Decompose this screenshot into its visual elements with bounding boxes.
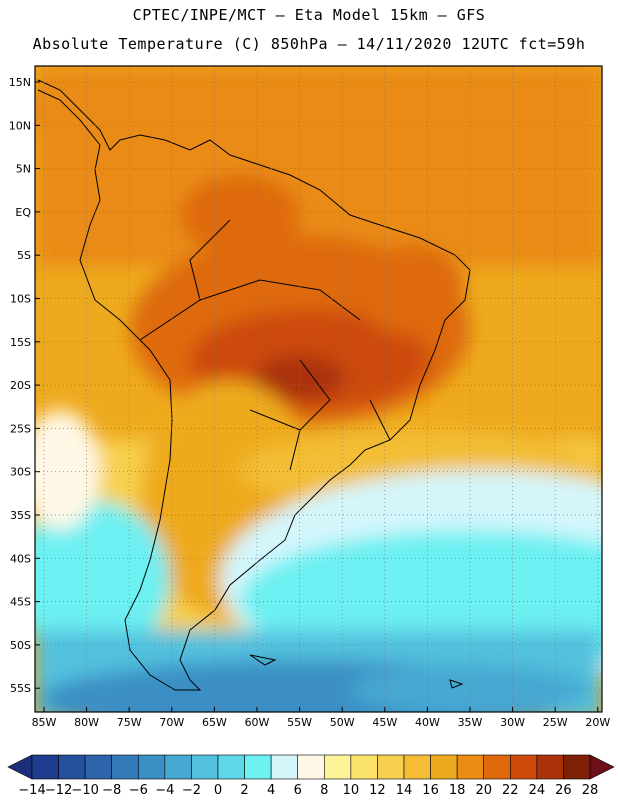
lat-label: 45S: [10, 596, 31, 609]
lat-label: 15N: [9, 76, 31, 89]
colorbar-tick-label: 6: [294, 783, 302, 798]
colorbar-tick-label: −8: [102, 783, 121, 798]
lon-label: 25W: [543, 716, 568, 729]
title-line-1: CPTEC/INPE/MCT – Eta Model 15km – GFS: [132, 6, 486, 24]
colorbar-segment: [217, 754, 245, 780]
lat-label: 55S: [10, 682, 31, 695]
lat-label: EQ: [15, 206, 31, 219]
colorbar-tick-label: −2: [182, 783, 201, 798]
colorbar-segment: [377, 754, 405, 780]
colorbar-segment: [509, 754, 538, 780]
colorbar-tick-label: 20: [475, 783, 492, 798]
lon-label: 35W: [458, 716, 483, 729]
colorbar-segment: [270, 754, 299, 780]
colorbar-labels: −14 −12 −10 −8 −6 −4 −2 0 2 4 6 8 10 12 14 16 18 20 22 24 26…: [18, 783, 598, 798]
colorbar-tick-label: 8: [320, 783, 328, 798]
lat-label: 10S: [10, 293, 31, 306]
temperature-field: [35, 66, 602, 712]
lat-label: 30S: [10, 466, 31, 479]
colorbar-segment: [350, 754, 378, 780]
lon-label: 75W: [117, 716, 142, 729]
colorbar-segment: [31, 754, 59, 780]
colorbar-tick-label: 22: [502, 783, 519, 798]
lon-label: 50W: [330, 716, 355, 729]
lon-label: 85W: [32, 716, 57, 729]
colorbar-segment: [483, 754, 511, 780]
colorbar-tick-label: 10: [343, 783, 360, 798]
lon-label: 45W: [372, 716, 397, 729]
colorbar-tick-label: 18: [449, 783, 466, 798]
map-frame: [34, 65, 603, 713]
colorbar-tick-label: 16: [422, 783, 439, 798]
latitude-labels: 15N 10N 5N EQ 5S 10S 15S 20S 25S 30S 35S 40S 45S 50S 5…: [9, 76, 40, 695]
colorbar-segment: [536, 754, 564, 780]
lat-label: 35S: [10, 509, 31, 522]
lat-label: 5N: [16, 163, 31, 176]
colorbar-tick-label: 2: [240, 783, 248, 798]
colorbar-tick-label: −10: [71, 783, 98, 798]
lat-label: 5S: [17, 249, 31, 262]
lon-label: 65W: [202, 716, 227, 729]
colorbar-segment: [563, 754, 591, 780]
lon-label: 60W: [245, 716, 270, 729]
colorbar-high-arrow: [589, 754, 615, 780]
colorbar-segment: [58, 754, 86, 780]
lon-label: 70W: [159, 716, 184, 729]
colorbar-segment: [244, 754, 272, 780]
lat-label: 20S: [10, 379, 31, 392]
colorbar-tick-label: 4: [267, 783, 275, 798]
colorbar-segment: [164, 754, 192, 780]
lon-label: 30W: [500, 716, 525, 729]
lat-label: 25S: [10, 422, 31, 435]
lon-label: 20W: [585, 716, 610, 729]
colorbar-segment: [430, 754, 458, 780]
lat-label: 10N: [9, 119, 31, 132]
lon-label: 80W: [74, 716, 99, 729]
title-line-2: Absolute Temperature (C) 850hPa – 14/11/…: [32, 35, 586, 53]
colorbar-segment: [191, 754, 219, 780]
colorbar-tick-label: 12: [369, 783, 386, 798]
longitude-labels: 85W 80W 75W 70W 65W 60W 55W 50W 45W 40W 35W 30W 25W 2…: [32, 707, 610, 729]
lon-label: 40W: [415, 716, 440, 729]
colorbar-low-arrow: [7, 754, 33, 780]
graticule: [35, 66, 602, 712]
lat-label: 50S: [10, 639, 31, 652]
colorbar-tick-label: 28: [582, 783, 599, 798]
colorbar-tick-label: −12: [45, 783, 72, 798]
colorbar: [7, 754, 615, 780]
colorbar-tick-label: 26: [555, 783, 572, 798]
colorbar-segment: [84, 754, 113, 780]
colorbar-tick-label: −4: [155, 783, 174, 798]
colorbar-tick-label: 0: [214, 783, 222, 798]
lat-label: 40S: [10, 552, 31, 565]
colorbar-tick-label: 14: [396, 783, 413, 798]
colorbar-segment: [403, 754, 431, 780]
lat-label: 15S: [10, 336, 31, 349]
colorbar-segment: [111, 754, 139, 780]
colorbar-tick-label: 24: [529, 783, 546, 798]
colorbar-segment: [456, 754, 485, 780]
colorbar-segment: [137, 754, 166, 780]
colorbar-segment: [323, 754, 352, 780]
coastline: [37, 79, 471, 691]
colorbar-tick-label: −6: [129, 783, 148, 798]
lon-label: 55W: [287, 716, 312, 729]
colorbar-segment: [297, 754, 325, 780]
colorbar-tick-label: −14: [18, 783, 45, 798]
